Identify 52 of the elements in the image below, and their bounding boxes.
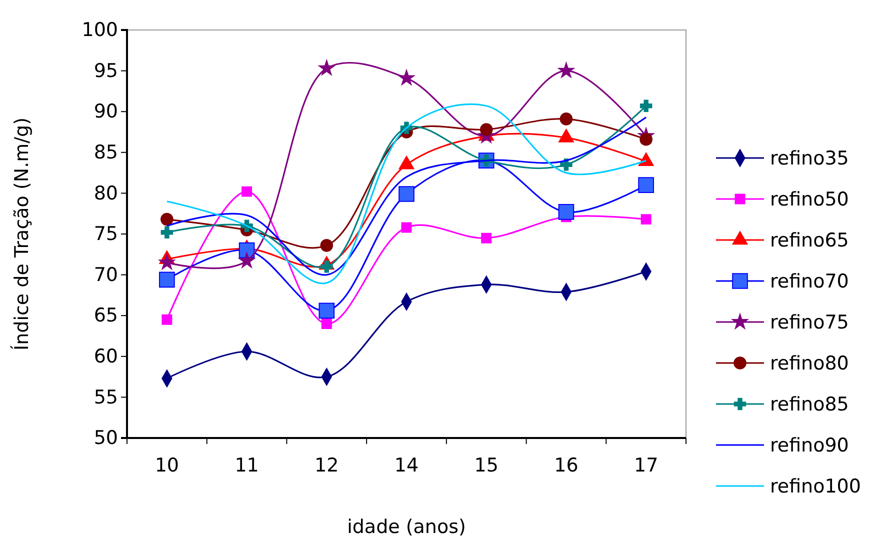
- point: [320, 239, 334, 252]
- point: [159, 272, 175, 288]
- x-tick-label: 16: [554, 454, 578, 476]
- legend-label: refino85: [770, 394, 849, 416]
- legend-label: refino75: [770, 312, 849, 334]
- legend-label: refino100: [770, 476, 861, 498]
- point: [321, 318, 332, 330]
- legend-label: refino35: [770, 148, 849, 170]
- point: [560, 158, 572, 171]
- point: [162, 314, 172, 325]
- point: [638, 177, 654, 193]
- point: [640, 100, 652, 112]
- y-tick-label: 80: [94, 182, 118, 204]
- legend-label: refino50: [770, 188, 849, 211]
- point: [640, 214, 652, 225]
- x-tick-label: 14: [394, 454, 419, 476]
- point: [242, 186, 252, 197]
- point: [160, 226, 174, 238]
- legend-label: refino65: [770, 230, 849, 252]
- y-tick-label: 60: [94, 345, 118, 368]
- y-axis-title: Índice de Tração (N.m/g): [10, 117, 33, 351]
- point: [481, 232, 492, 244]
- point: [480, 123, 493, 136]
- y-tick-label: 90: [94, 100, 118, 123]
- y-tick-label: 100: [82, 19, 118, 42]
- point: [558, 62, 574, 78]
- x-tick-label: 15: [474, 454, 498, 476]
- y-tick-label: 65: [94, 304, 118, 327]
- point: [318, 302, 335, 319]
- y-tick-label: 70: [94, 264, 118, 286]
- point: [158, 254, 175, 270]
- y-tick-label: 85: [94, 141, 118, 164]
- legend-label: refino90: [770, 434, 849, 457]
- point: [401, 222, 412, 233]
- x-tick-label: 17: [634, 454, 658, 476]
- point: [560, 112, 573, 126]
- y-tick-label: 75: [94, 223, 118, 246]
- y-tick-label: 50: [94, 427, 118, 450]
- point: [318, 60, 335, 76]
- point: [238, 252, 255, 268]
- point: [160, 212, 174, 226]
- y-tick-label: 55: [94, 386, 118, 408]
- point: [398, 70, 415, 86]
- legend-label: refino70: [770, 270, 849, 293]
- x-tick-label: 10: [154, 454, 180, 476]
- y-tick-label: 95: [94, 60, 118, 82]
- x-axis-title: idade (anos): [347, 516, 466, 538]
- point: [398, 186, 414, 202]
- legend-label: refino80: [770, 352, 849, 375]
- x-tick-label: 12: [314, 454, 339, 476]
- point: [558, 204, 574, 220]
- x-tick-label: 11: [234, 454, 259, 476]
